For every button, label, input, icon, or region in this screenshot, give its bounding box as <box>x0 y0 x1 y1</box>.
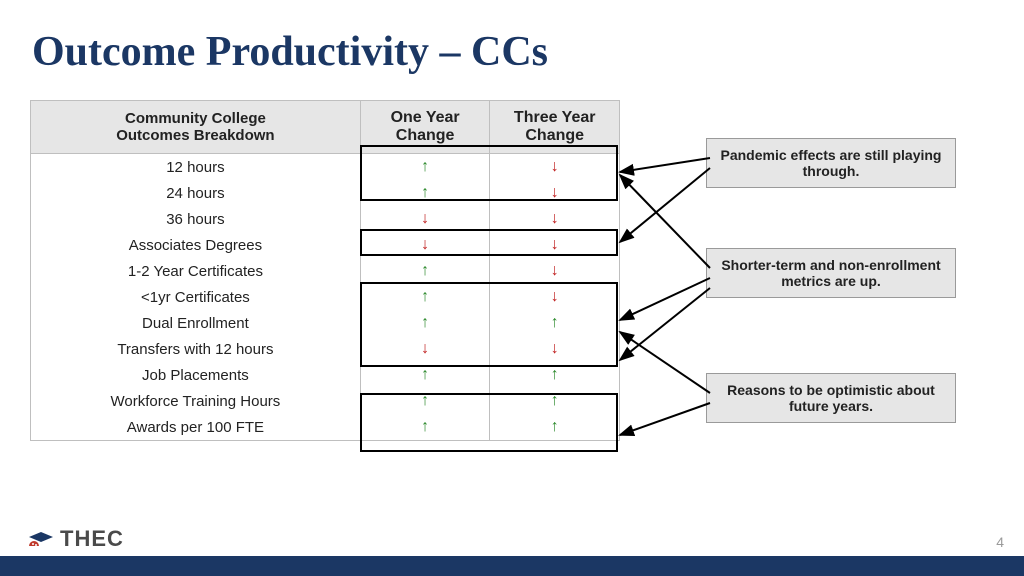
callout-box: Pandemic effects are still playing throu… <box>706 138 956 188</box>
row-label: 24 hours <box>31 180 361 206</box>
row-label: 1-2 Year Certificates <box>31 258 361 284</box>
table-row: <1yr Certificates↑↓ <box>31 284 620 310</box>
table-row: 12 hours↑↓ <box>31 154 620 181</box>
table-row: Workforce Training Hours↑↑ <box>31 388 620 414</box>
table-row: Awards per 100 FTE↑↑ <box>31 414 620 441</box>
connector-line <box>620 158 710 172</box>
callout-box: Reasons to be optimistic about future ye… <box>706 373 956 423</box>
table-row: Associates Degrees↓↓ <box>31 232 620 258</box>
connector-line <box>620 175 710 268</box>
arrow-up-icon: ↑ <box>360 362 490 388</box>
logo-text: THEC <box>60 526 124 552</box>
row-label: Awards per 100 FTE <box>31 414 361 441</box>
th-one-l1: One Year <box>391 109 460 126</box>
arrow-up-icon: ↑ <box>490 414 620 441</box>
table-row: Dual Enrollment↑↑ <box>31 310 620 336</box>
arrow-down-icon: ↓ <box>360 336 490 362</box>
arrow-down-icon: ↓ <box>360 232 490 258</box>
arrow-down-icon: ↓ <box>490 206 620 232</box>
th-outcome: Community College Outcomes Breakdown <box>31 101 361 154</box>
row-label: 36 hours <box>31 206 361 232</box>
table-row: 24 hours↑↓ <box>31 180 620 206</box>
row-label: Workforce Training Hours <box>31 388 361 414</box>
table-row: 36 hours↓↓ <box>31 206 620 232</box>
arrow-up-icon: ↑ <box>360 310 490 336</box>
arrow-up-icon: ↑ <box>360 180 490 206</box>
connector-line <box>620 332 710 393</box>
th-outcome-l2: Outcomes Breakdown <box>116 127 274 144</box>
arrow-up-icon: ↑ <box>360 258 490 284</box>
callout-box: Shorter-term and non-enrollment metrics … <box>706 248 956 298</box>
arrow-up-icon: ↑ <box>490 388 620 414</box>
outcomes-table: Community College Outcomes Breakdown One… <box>30 100 620 441</box>
arrow-up-icon: ↑ <box>360 154 490 181</box>
th-three-year: Three Year Change <box>490 101 620 154</box>
th-one-year: One Year Change <box>360 101 490 154</box>
arrow-up-icon: ↑ <box>360 414 490 441</box>
connector-line <box>620 288 710 360</box>
table-wrap: Community College Outcomes Breakdown One… <box>30 100 620 441</box>
connector-line <box>620 403 710 435</box>
arrow-down-icon: ↓ <box>490 336 620 362</box>
row-label: Dual Enrollment <box>31 310 361 336</box>
arrow-down-icon: ↓ <box>490 258 620 284</box>
grad-cap-icon <box>28 530 54 548</box>
arrow-up-icon: ↑ <box>360 284 490 310</box>
row-label: Job Placements <box>31 362 361 388</box>
connector-line <box>620 168 710 242</box>
connector-line <box>620 278 710 320</box>
th-three-l1: Three Year <box>514 109 596 126</box>
table-row: Transfers with 12 hours↓↓ <box>31 336 620 362</box>
table-row: 1-2 Year Certificates↑↓ <box>31 258 620 284</box>
arrow-up-icon: ↑ <box>490 362 620 388</box>
arrow-down-icon: ↓ <box>490 180 620 206</box>
row-label: Transfers with 12 hours <box>31 336 361 362</box>
page-number: 4 <box>996 534 1004 550</box>
arrow-up-icon: ↑ <box>490 310 620 336</box>
th-one-l2: Change <box>396 127 455 144</box>
arrow-down-icon: ↓ <box>360 206 490 232</box>
footer-band <box>0 556 1024 576</box>
slide-title: Outcome Productivity – CCs <box>32 28 548 76</box>
th-three-l2: Change <box>525 127 584 144</box>
th-outcome-l1: Community College <box>125 110 266 127</box>
row-label: Associates Degrees <box>31 232 361 258</box>
thec-logo: THEC <box>28 526 124 552</box>
table-row: Job Placements↑↑ <box>31 362 620 388</box>
arrow-down-icon: ↓ <box>490 284 620 310</box>
row-label: <1yr Certificates <box>31 284 361 310</box>
slide: Outcome Productivity – CCs Community Col… <box>0 0 1024 576</box>
row-label: 12 hours <box>31 154 361 181</box>
arrow-down-icon: ↓ <box>490 154 620 181</box>
arrow-up-icon: ↑ <box>360 388 490 414</box>
arrow-down-icon: ↓ <box>490 232 620 258</box>
